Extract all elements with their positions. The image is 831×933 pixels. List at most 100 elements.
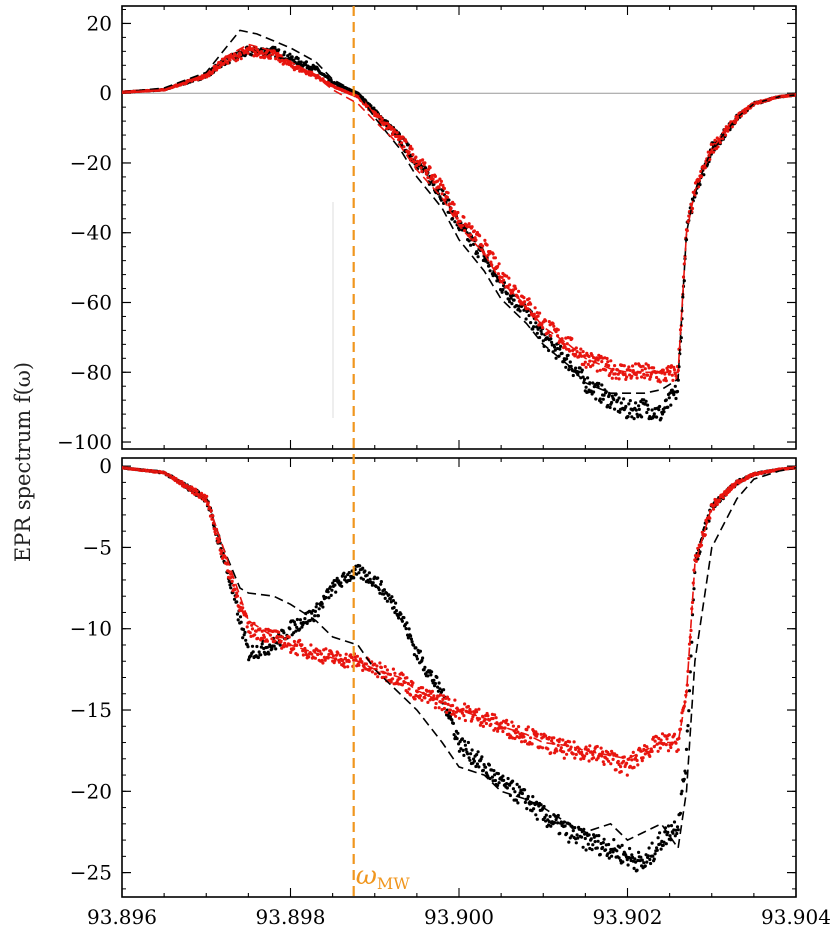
data-point <box>256 636 260 641</box>
data-point <box>664 743 668 747</box>
data-point <box>423 665 427 669</box>
data-point <box>389 680 393 684</box>
data-point <box>662 410 666 414</box>
data-point <box>595 744 599 749</box>
data-point <box>415 164 419 168</box>
data-point <box>377 588 381 592</box>
data-point <box>591 752 595 757</box>
data-point <box>357 663 361 667</box>
data-point <box>554 356 558 360</box>
data-point <box>522 735 526 739</box>
data-point <box>418 694 422 698</box>
data-point <box>607 759 611 763</box>
y-tick-label: 0 <box>99 81 112 105</box>
data-point <box>634 860 638 864</box>
data-point <box>562 750 566 754</box>
data-point <box>633 857 637 861</box>
data-point <box>565 752 569 756</box>
data-point <box>507 276 511 280</box>
data-point <box>565 357 569 361</box>
data-point <box>489 722 493 726</box>
data-point <box>593 840 597 844</box>
data-point <box>546 747 550 751</box>
data-point <box>235 612 240 616</box>
data-point <box>517 289 521 293</box>
data-point <box>581 845 585 849</box>
data-point <box>298 618 302 622</box>
data-point <box>466 740 470 745</box>
data-point <box>309 643 313 647</box>
x-tick-label: 93.898 <box>256 905 326 929</box>
data-point <box>510 293 515 298</box>
data-point <box>510 720 514 724</box>
data-point <box>690 600 695 605</box>
data-point <box>463 702 467 706</box>
data-point <box>282 631 286 635</box>
data-point <box>361 668 365 673</box>
data-point <box>557 740 561 744</box>
data-point <box>657 408 661 412</box>
data-point <box>672 820 677 824</box>
data-point <box>606 360 610 364</box>
data-point <box>400 141 404 145</box>
data-point <box>604 368 608 372</box>
data-point <box>511 724 515 728</box>
data-point <box>247 620 252 624</box>
data-point <box>496 729 500 733</box>
data-point <box>478 234 482 238</box>
data-point <box>403 680 407 685</box>
data-point <box>488 776 492 781</box>
data-point <box>592 756 596 760</box>
data-point <box>532 807 536 811</box>
data-point <box>401 135 405 139</box>
data-point <box>280 635 284 639</box>
data-point <box>607 842 611 847</box>
data-point <box>474 764 478 769</box>
data-point <box>292 647 296 651</box>
data-point <box>500 275 504 279</box>
data-point <box>339 581 343 585</box>
data-point <box>492 769 496 773</box>
data-point <box>451 703 455 708</box>
data-point <box>268 56 272 60</box>
data-point <box>579 757 583 761</box>
data-point <box>641 364 645 368</box>
x-tick-label: 93.900 <box>424 905 494 929</box>
data-point <box>544 319 548 323</box>
data-point <box>411 681 415 685</box>
data-point <box>572 740 576 744</box>
data-point <box>336 651 340 655</box>
data-point <box>421 686 425 690</box>
data-point <box>455 737 459 741</box>
data-point <box>439 700 443 704</box>
data-point <box>288 52 292 56</box>
data-point <box>426 700 430 705</box>
data-point <box>295 625 299 630</box>
data-point <box>523 739 528 743</box>
data-point <box>606 852 610 856</box>
data-point <box>230 579 234 584</box>
data-point <box>480 721 484 725</box>
data-point <box>423 161 427 165</box>
data-point <box>591 843 595 847</box>
data-point <box>441 183 445 187</box>
data-point <box>505 274 509 278</box>
data-point <box>514 798 519 802</box>
data-point <box>219 552 223 556</box>
data-point <box>456 731 460 735</box>
data-point <box>646 854 650 858</box>
data-point <box>661 368 665 372</box>
data-point <box>614 768 618 772</box>
data-point <box>715 502 719 506</box>
data-point <box>410 640 414 644</box>
data-point <box>713 138 717 142</box>
data-point <box>462 215 466 219</box>
data-point <box>214 527 219 532</box>
data-point <box>262 635 266 639</box>
data-point <box>250 623 254 627</box>
data-point <box>440 192 444 196</box>
data-point <box>462 714 466 718</box>
data-point <box>665 737 669 741</box>
data-point <box>395 131 399 135</box>
